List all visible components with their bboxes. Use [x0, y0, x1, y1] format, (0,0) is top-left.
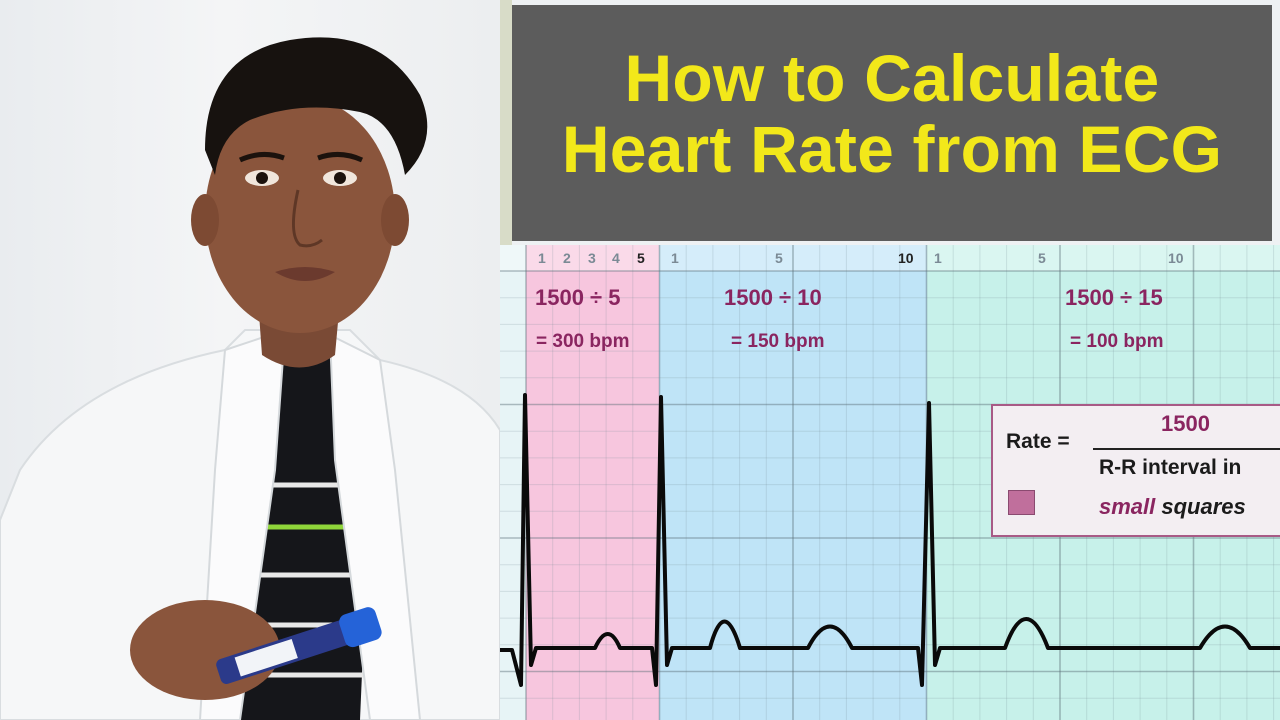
- ruler-green-5: 5: [1038, 250, 1046, 266]
- ecg-trace: [500, 393, 1280, 687]
- ruler-pink-3: 3: [588, 250, 596, 266]
- zone-blue-formula: 1500 ÷ 10: [724, 285, 822, 310]
- ruler-pink-2: 2: [563, 250, 571, 266]
- ruler-blue-1: 1: [671, 250, 679, 266]
- ruler-green-10: 10: [1168, 250, 1184, 266]
- presenter-photo: [0, 0, 500, 720]
- zone-green-result: = 100 bpm: [1070, 331, 1164, 352]
- banner-edge-decor: [500, 0, 512, 245]
- presenter-illustration: [0, 37, 500, 720]
- rate-denominator-emph: small: [1099, 494, 1156, 519]
- hair: [205, 37, 428, 176]
- face: [205, 97, 395, 333]
- ruler-blue-5: 5: [775, 250, 783, 266]
- rate-numerator: 1500: [1161, 411, 1210, 436]
- rate-denominator-line-2: small squares: [1099, 494, 1246, 520]
- title-banner: How to Calculate Heart Rate from ECG: [512, 5, 1272, 241]
- zone-green-formula: 1500 ÷ 15: [1065, 285, 1163, 310]
- rate-formula-box: Rate = 1500 R-R interval in small square…: [991, 404, 1280, 537]
- ruler-pink-5: 5: [637, 250, 645, 266]
- zone-blue-bg: [659, 245, 927, 720]
- fraction-bar: [1093, 448, 1280, 450]
- small-square-swatch: [1008, 490, 1035, 515]
- title-line-2: Heart Rate from ECG: [561, 111, 1223, 186]
- title-line-1: How to Calculate: [624, 41, 1160, 115]
- zone-pink-bg: [526, 245, 659, 720]
- rate-denominator-rest: squares: [1155, 494, 1246, 519]
- zone-blue-result: = 150 bpm: [731, 331, 825, 352]
- rate-denominator-line-1: R-R interval in: [1099, 456, 1242, 479]
- ruler-pink-4: 4: [612, 250, 620, 266]
- zone-pink-result: = 300 bpm: [536, 331, 630, 352]
- ruler-band: [500, 245, 1280, 271]
- ruler-pink-1: 1: [538, 250, 546, 266]
- zone-pink-formula: 1500 ÷ 5: [535, 285, 621, 310]
- ruler-green-1: 1: [934, 250, 942, 266]
- ruler-blue-10: 10: [898, 250, 914, 266]
- marker-icon: [216, 607, 382, 684]
- rate-label: Rate =: [1006, 430, 1070, 453]
